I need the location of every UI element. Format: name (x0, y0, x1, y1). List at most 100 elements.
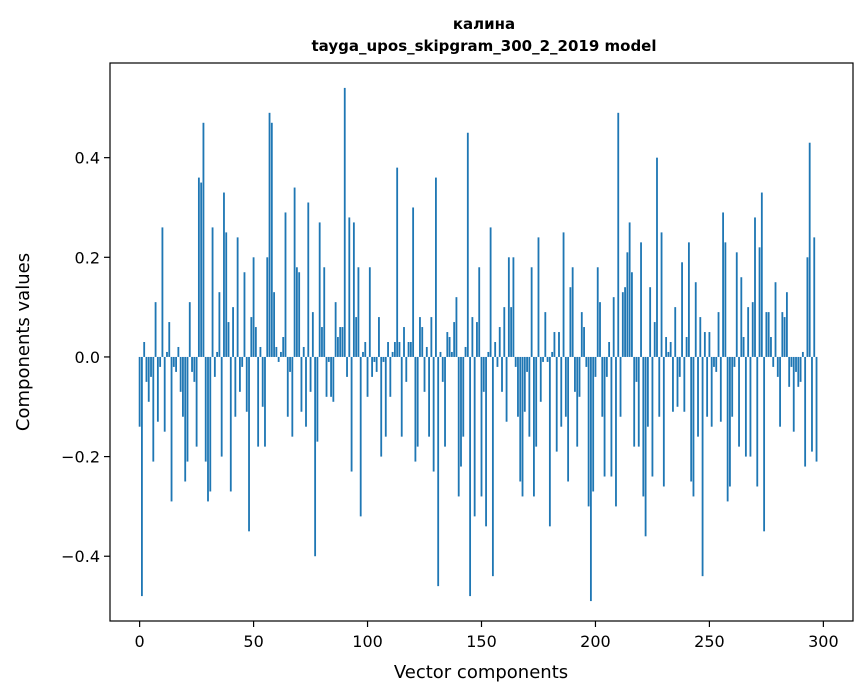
bar-component-246 (699, 317, 702, 357)
bar-component-294 (808, 142, 811, 357)
bar-component-285 (788, 356, 791, 387)
bar-component-119 (409, 342, 412, 357)
bar-component-228 (658, 356, 661, 417)
bar-component-62 (280, 351, 282, 357)
bar-component-131 (437, 356, 440, 587)
bar-component-72 (302, 346, 305, 357)
bar-component-146 (471, 317, 474, 357)
bar-component-187 (564, 356, 567, 417)
bar-component-97 (359, 356, 362, 517)
bar-component-126 (425, 346, 428, 357)
bar-component-196 (585, 356, 588, 367)
bar-component-81 (323, 267, 326, 357)
bar-component-185 (560, 356, 563, 427)
bar-component-248 (703, 332, 706, 357)
bar-component-237 (678, 356, 681, 377)
bar-component-272 (758, 247, 761, 357)
bar-component-164 (512, 257, 515, 357)
bar-component-43 (236, 237, 239, 357)
bar-component-40 (229, 356, 232, 492)
x-axis-label: Vector components (394, 662, 568, 683)
x-tick-label: 50 (243, 632, 263, 651)
bar-component-91 (346, 356, 348, 377)
bar-component-68 (293, 187, 296, 357)
bar-component-59 (273, 292, 276, 357)
bar-component-203 (601, 356, 604, 417)
bar-component-108 (384, 356, 387, 437)
bar-component-279 (774, 282, 777, 357)
bar-component-89 (341, 327, 344, 357)
bar-component-76 (311, 312, 314, 357)
bar-component-177 (542, 356, 544, 362)
bar-component-242 (690, 356, 693, 482)
bar-component-134 (444, 356, 446, 447)
bar-component-22 (188, 302, 191, 357)
bar-component-231 (665, 337, 668, 357)
y-tick-label: 0.2 (75, 248, 100, 267)
bar-component-8 (156, 356, 159, 422)
bar-component-52 (257, 356, 260, 447)
x-tick-label: 200 (580, 632, 611, 651)
bar-component-238 (681, 262, 683, 357)
bar-component-5 (150, 356, 152, 377)
bar-component-63 (282, 337, 285, 357)
bar-component-271 (756, 356, 759, 487)
y-tick-label: −0.2 (61, 448, 100, 467)
bar-component-75 (309, 356, 312, 392)
bar-component-191 (574, 356, 576, 392)
bar-component-243 (692, 356, 695, 497)
bar-component-84 (330, 356, 332, 397)
y-tick-label: 0.4 (75, 149, 100, 168)
bar-component-0 (138, 356, 141, 427)
bar-component-250 (708, 332, 711, 357)
bar-component-292 (804, 356, 807, 467)
bar-component-113 (396, 167, 399, 357)
bar-component-121 (414, 356, 417, 462)
bar-component-174 (535, 356, 538, 447)
bar-component-240 (685, 337, 688, 357)
bar-component-122 (416, 356, 419, 447)
bar-component-189 (569, 287, 572, 357)
bar-component-221 (642, 356, 645, 497)
bar-component-17 (177, 346, 180, 357)
bar-component-241 (687, 242, 690, 357)
bar-component-71 (300, 356, 303, 412)
bar-component-125 (423, 356, 426, 392)
bar-component-211 (619, 356, 622, 417)
bar-component-15 (172, 356, 175, 367)
bar-component-182 (553, 332, 556, 357)
bar-component-18 (179, 356, 182, 392)
bar-component-295 (811, 356, 813, 452)
bar-component-101 (368, 267, 371, 357)
bar-component-137 (450, 351, 453, 357)
bar-component-31 (209, 356, 212, 492)
bar-component-224 (649, 287, 652, 357)
bar-component-148 (476, 322, 478, 357)
bar-component-9 (159, 356, 162, 367)
bar-component-290 (799, 356, 802, 382)
bar-component-265 (742, 337, 745, 357)
bar-component-154 (489, 227, 492, 357)
bar-component-208 (612, 297, 615, 357)
bar-component-38 (225, 232, 228, 357)
bar-component-96 (357, 267, 360, 357)
bar-component-163 (510, 307, 513, 357)
bar-component-65 (286, 356, 289, 417)
bar-component-149 (478, 267, 481, 357)
bar-component-254 (717, 312, 720, 357)
bar-component-207 (610, 356, 613, 477)
bar-component-234 (672, 356, 674, 412)
bar-component-282 (781, 312, 784, 357)
bar-component-92 (348, 217, 351, 357)
bar-component-88 (339, 327, 342, 357)
bar-component-252 (713, 356, 715, 367)
bar-component-162 (507, 257, 510, 357)
bar-component-114 (398, 342, 401, 357)
bar-component-165 (514, 356, 517, 367)
bar-component-155 (491, 356, 494, 577)
bar-component-48 (248, 356, 250, 532)
bar-component-86 (334, 302, 337, 357)
bar-component-169 (523, 356, 526, 412)
bar-component-194 (580, 312, 583, 357)
bar-component-115 (400, 356, 403, 437)
